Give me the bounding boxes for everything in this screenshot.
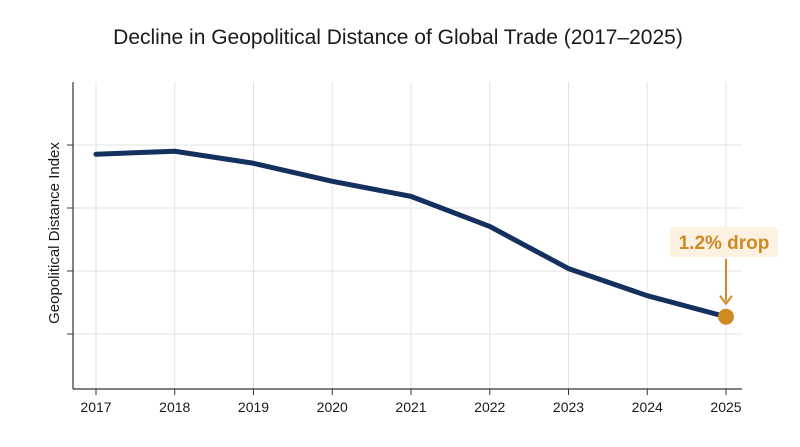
- x-tick-label-2020: 2020: [317, 399, 348, 415]
- x-tick-label-2021: 2021: [395, 399, 426, 415]
- series-line: [93, 148, 729, 320]
- x-tick-label-2017: 2017: [80, 399, 111, 415]
- x-tick-label-2025: 2025: [710, 399, 741, 415]
- annotated-point-2025: [718, 308, 734, 325]
- x-tick-label-2022: 2022: [474, 399, 505, 415]
- x-tick-label-2019: 2019: [238, 399, 269, 415]
- x-tick-label-2024: 2024: [632, 399, 663, 415]
- annotation-layer: 1.2% drop: [670, 227, 778, 325]
- annotation-text: 1.2% drop: [679, 233, 770, 254]
- gridlines: [73, 82, 742, 389]
- chart-title: Decline in Geopolitical Distance of Glob…: [113, 26, 683, 49]
- series-layer: [93, 148, 729, 320]
- y-axis-label: Geopolitical Distance Index: [46, 142, 63, 324]
- annotation-arrow-head: [719, 295, 733, 305]
- x-tick-labels: 2017 2018 2019 2020 2021 2022 2023 2024 2025: [80, 399, 741, 415]
- x-tick-label-2023: 2023: [553, 399, 584, 415]
- annotation-box: [670, 227, 778, 257]
- axes: [67, 82, 742, 395]
- x-tick-label-2018: 2018: [159, 399, 190, 415]
